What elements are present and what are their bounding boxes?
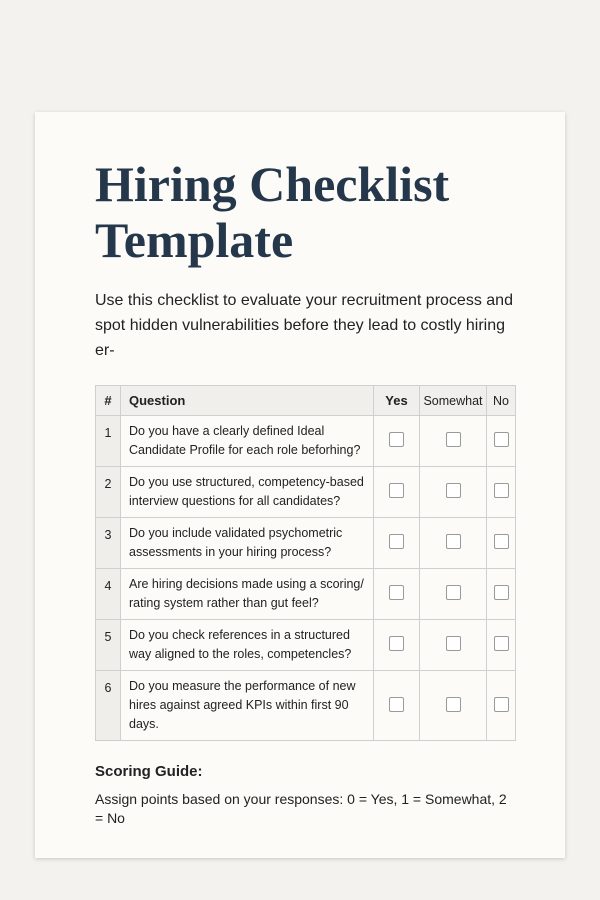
no-checkbox[interactable] [493,432,509,447]
table-row: 1 Do you have a clearly defined Ideal Ca… [95,415,516,467]
no-cell [486,619,516,671]
header-yes: Yes [373,385,420,416]
row-question: Do you check references in a structured … [120,619,374,671]
somewhat-cell [419,517,487,569]
no-cell [486,415,516,467]
no-checkbox[interactable] [493,534,509,549]
row-question: Do you have a clearly defined Ideal Cand… [120,415,374,467]
table-header-row: # Question Yes Somewhat No [95,385,516,416]
yes-checkbox[interactable] [389,585,404,600]
table-row: 6 Do you measure the performance of new … [95,670,516,741]
page-title: Hiring Checklist Template [95,156,450,268]
row-number: 3 [95,517,121,569]
row-question: Do you use structured, competency-based … [120,466,374,518]
yes-cell [373,517,420,569]
row-number: 4 [95,568,121,620]
somewhat-cell [419,670,487,741]
yes-checkbox[interactable] [389,696,404,712]
row-number: 6 [95,670,121,741]
yes-checkbox[interactable] [389,534,404,549]
no-cell [486,517,516,569]
yes-cell [373,670,420,741]
somewhat-checkbox[interactable] [445,483,461,498]
somewhat-cell [419,619,487,671]
table-row: 5 Do you check references in a structure… [95,619,516,671]
somewhat-checkbox[interactable] [445,585,461,600]
table-row: 2 Do you use structured, competency-base… [95,466,516,518]
header-num: # [95,385,121,416]
somewhat-checkbox[interactable] [445,636,461,651]
row-question: Do you include validated psychometric as… [120,517,374,569]
table-row: 3 Do you include validated psychometric … [95,517,516,569]
yes-cell [373,568,420,620]
no-cell [486,466,516,518]
no-checkbox[interactable] [493,636,509,651]
somewhat-cell [419,466,487,518]
intro-text: Use this checklist to evaluate your recr… [95,288,515,363]
no-cell [486,670,516,741]
row-number: 5 [95,619,121,671]
no-checkbox[interactable] [493,585,509,600]
somewhat-cell [419,568,487,620]
row-number: 1 [95,415,121,467]
yes-cell [373,415,420,467]
somewhat-checkbox[interactable] [445,534,461,549]
scoring-heading: Scoring Guide: [95,763,203,780]
header-question: Question [120,385,374,416]
somewhat-checkbox[interactable] [445,696,461,712]
yes-cell [373,466,420,518]
no-cell [486,568,516,620]
no-checkbox[interactable] [493,696,509,712]
table-row: 4 Are hiring decisions made using a scor… [95,568,516,620]
yes-checkbox[interactable] [389,483,404,498]
somewhat-checkbox[interactable] [445,432,461,447]
intro-line: spot hidden vulnerabilities before they … [95,317,506,359]
row-question: Do you measure the performance of new hi… [120,670,374,741]
scoring-text: Assign points based on your responses: 0… [95,791,507,826]
row-question: Are hiring decisions made using a scorin… [120,568,374,620]
yes-checkbox[interactable] [389,432,404,447]
no-checkbox[interactable] [493,483,509,498]
checklist-document: Hiring Checklist Template Use this check… [35,112,565,858]
yes-cell [373,619,420,671]
intro-line: Use this checklist to evaluate your recr… [95,292,513,309]
checklist-table: # Question Yes Somewhat No 1 Do you have… [95,385,516,741]
somewhat-cell [419,415,487,467]
header-no: No [486,385,516,416]
yes-checkbox[interactable] [389,636,404,651]
header-somewhat: Somewhat [419,385,487,416]
row-number: 2 [95,466,121,518]
